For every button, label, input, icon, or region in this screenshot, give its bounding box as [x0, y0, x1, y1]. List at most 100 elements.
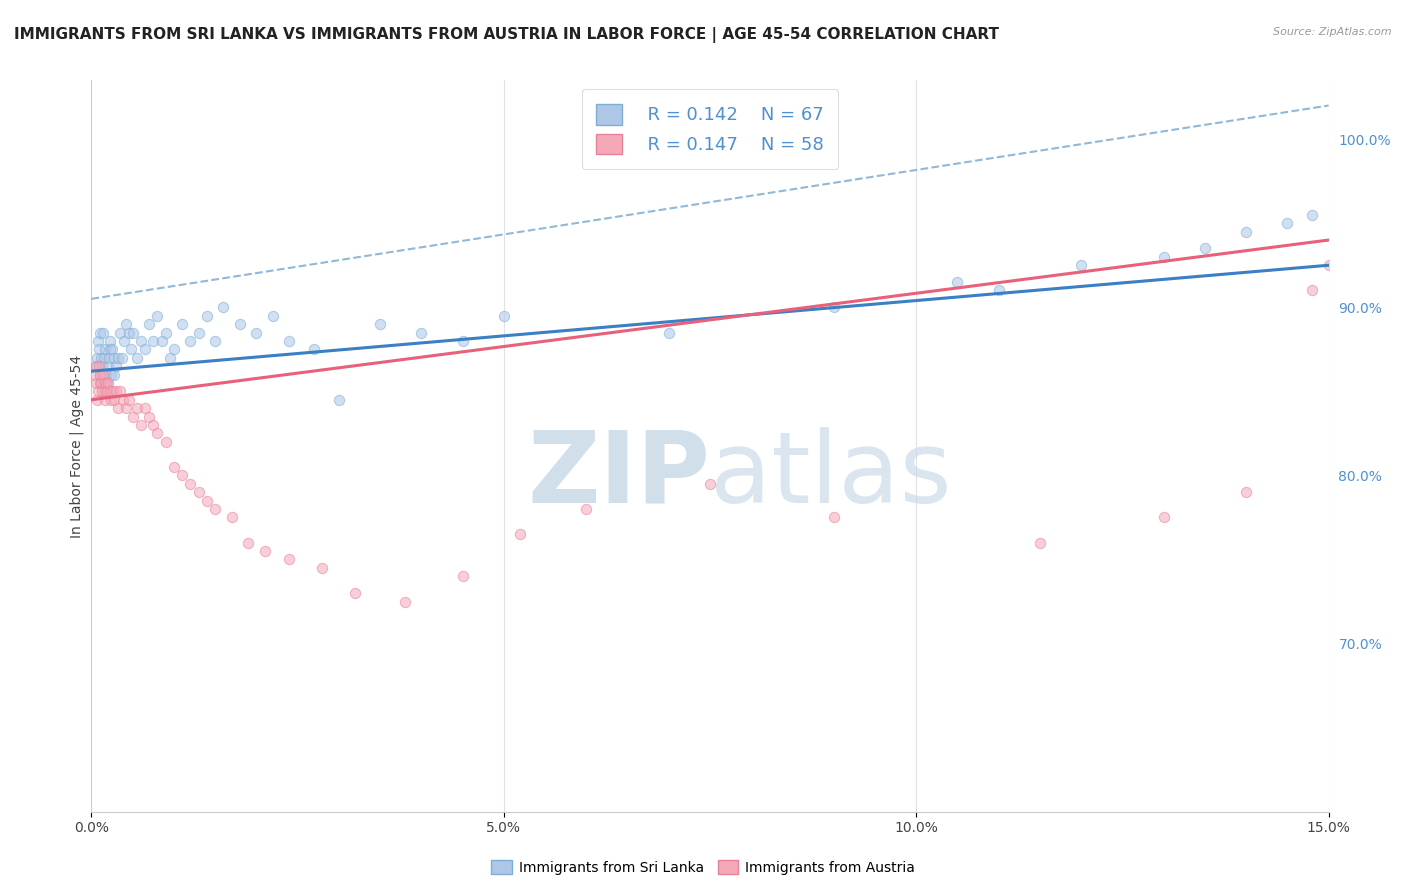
Point — [1029, 535, 1052, 549]
Point — [823, 510, 845, 524]
Point — [311, 561, 333, 575]
Point — [1070, 258, 1092, 272]
Point — [195, 309, 218, 323]
Point — [204, 502, 226, 516]
Point — [87, 343, 110, 357]
Point — [118, 392, 141, 407]
Point — [150, 334, 173, 348]
Point — [105, 359, 128, 373]
Text: atlas: atlas — [710, 426, 952, 524]
Point — [94, 392, 117, 407]
Point — [1153, 250, 1175, 264]
Point — [120, 343, 142, 357]
Point — [121, 326, 143, 340]
Point — [86, 392, 108, 407]
Point — [492, 309, 515, 323]
Point — [89, 376, 111, 390]
Point — [91, 326, 114, 340]
Point — [1194, 242, 1216, 256]
Point — [93, 351, 115, 365]
Point — [96, 376, 118, 390]
Point — [187, 485, 209, 500]
Point — [86, 351, 108, 365]
Point — [262, 309, 284, 323]
Point — [138, 317, 160, 331]
Point — [96, 376, 118, 390]
Point — [253, 544, 276, 558]
Point — [195, 493, 218, 508]
Point — [112, 334, 135, 348]
Point — [101, 343, 124, 357]
Point — [236, 535, 259, 549]
Point — [115, 401, 138, 416]
Point — [110, 384, 132, 399]
Point — [1317, 258, 1340, 272]
Point — [1234, 485, 1257, 500]
Point — [90, 376, 112, 390]
Point — [87, 359, 110, 373]
Point — [90, 351, 112, 365]
Point — [134, 401, 156, 416]
Point — [117, 326, 139, 340]
Point — [163, 343, 186, 357]
Point — [103, 368, 125, 382]
Point — [93, 376, 115, 390]
Point — [823, 300, 845, 314]
Point — [1234, 225, 1257, 239]
Legend:   R = 0.142    N = 67,   R = 0.147    N = 58: R = 0.142 N = 67, R = 0.147 N = 58 — [582, 89, 838, 169]
Point — [368, 317, 391, 331]
Point — [278, 334, 301, 348]
Point — [103, 392, 125, 407]
Point — [83, 368, 105, 382]
Point — [699, 476, 721, 491]
Text: Source: ZipAtlas.com: Source: ZipAtlas.com — [1274, 27, 1392, 37]
Point — [110, 326, 132, 340]
Point — [96, 368, 118, 382]
Point — [146, 426, 169, 441]
Point — [1153, 510, 1175, 524]
Point — [278, 552, 301, 566]
Point — [159, 351, 181, 365]
Point — [394, 594, 416, 608]
Point — [179, 476, 201, 491]
Point — [103, 351, 125, 365]
Point — [97, 359, 120, 373]
Text: IMMIGRANTS FROM SRI LANKA VS IMMIGRANTS FROM AUSTRIA IN LABOR FORCE | AGE 45-54 : IMMIGRANTS FROM SRI LANKA VS IMMIGRANTS … — [14, 27, 1000, 43]
Point — [229, 317, 252, 331]
Point — [125, 401, 148, 416]
Point — [1277, 216, 1299, 230]
Point — [245, 326, 267, 340]
Point — [105, 384, 128, 399]
Point — [111, 351, 134, 365]
Point — [91, 359, 114, 373]
Point — [84, 359, 107, 373]
Point — [100, 368, 122, 382]
Point — [98, 334, 121, 348]
Point — [89, 326, 111, 340]
Point — [451, 334, 474, 348]
Point — [451, 569, 474, 583]
Point — [97, 351, 120, 365]
Point — [98, 384, 121, 399]
Point — [100, 392, 122, 407]
Point — [221, 510, 243, 524]
Point — [1301, 208, 1323, 222]
Point — [575, 502, 598, 516]
Point — [111, 392, 134, 407]
Point — [91, 368, 114, 382]
Point — [302, 343, 325, 357]
Point — [115, 317, 138, 331]
Y-axis label: In Labor Force | Age 45-54: In Labor Force | Age 45-54 — [70, 354, 84, 538]
Point — [134, 343, 156, 357]
Point — [163, 460, 186, 475]
Point — [129, 334, 152, 348]
Point — [129, 417, 152, 432]
Point — [344, 586, 367, 600]
Legend: Immigrants from Sri Lanka, Immigrants from Austria: Immigrants from Sri Lanka, Immigrants fr… — [485, 855, 921, 880]
Point — [87, 334, 110, 348]
Point — [93, 376, 115, 390]
Point — [86, 359, 108, 373]
Point — [89, 368, 111, 382]
Point — [658, 326, 681, 340]
Point — [98, 343, 121, 357]
